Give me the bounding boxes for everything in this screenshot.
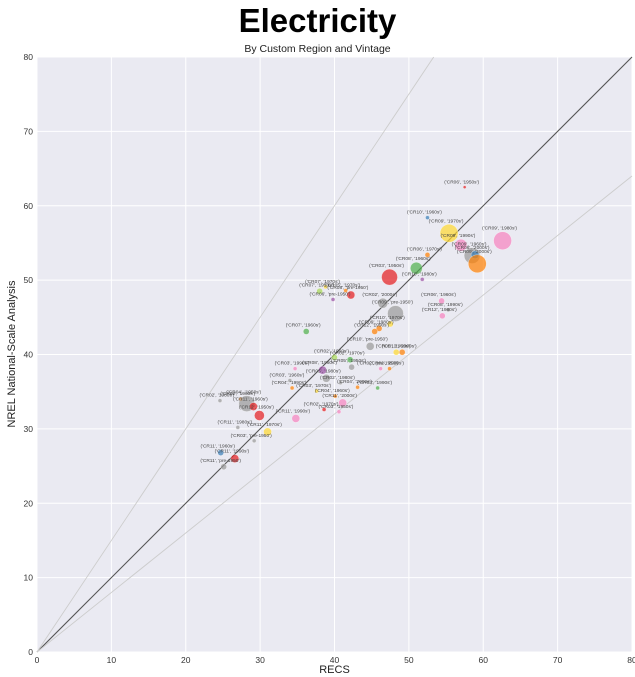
point-label: ('CR12', '1980s') [422,307,457,313]
point-label: ('CR10', 'pre-1950') [347,336,388,342]
point-label: ('CR10', '1980s') [402,271,437,277]
point-label: ('CR05', '1980s') [306,368,341,374]
data-point [252,439,256,443]
point-label: ('CR11', '2000s') [322,393,357,399]
data-point [254,410,264,420]
data-point [293,367,297,371]
y-tick-label: 60 [24,201,34,211]
point-label: ('CR09', 'pre-1950') [372,300,413,306]
y-tick-label: 50 [24,275,34,285]
y-tick-label: 0 [28,647,33,657]
data-point [337,410,341,414]
data-point [349,364,355,370]
data-point [221,464,227,470]
point-label: ('CR12', '1950s') [239,404,274,410]
point-label: ('CR10', '1960s') [407,210,442,216]
data-point [439,313,445,319]
y-axis-label: NREL National-Scale Analysis [6,244,18,464]
data-point [468,255,486,273]
point-label: ('CR02', '2000s') [369,361,404,367]
point-label: ('CR09', '1970s') [429,218,464,224]
point-label: ('CR06', '1960s') [421,292,456,298]
point-label: ('CR12', '2000s') [382,343,417,349]
point-label: ('CR02', '2000s') [362,292,397,298]
point-label: ('CR08', '1960s') [396,256,431,262]
point-label: ('CR03', 'pre-1950') [231,433,272,439]
point-label: ('CR11', 'pre-1950') [200,458,241,464]
point-label: ('CR03', '1950s') [319,404,354,410]
y-tick-label: 70 [24,126,34,136]
x-axis-label: RECS [37,664,632,676]
point-label: ('CR03', '1990s') [357,380,392,386]
data-point [331,297,335,301]
data-point [236,425,240,429]
point-label: ('CR03', '1970s') [296,383,331,389]
point-label: ('CR09', '1980s') [482,226,517,232]
point-label: ('CR11', '1990s') [276,408,311,414]
data-point [463,186,466,189]
point-label: ('CR11', '1990s') [215,449,250,455]
data-point [399,349,405,355]
point-label: ('CR09', '1990s') [441,233,476,239]
y-tick-label: 20 [24,498,34,508]
data-point [292,414,300,422]
data-point [366,342,374,350]
data-point [372,328,378,334]
point-label: ('CR03', '1950s') [369,263,404,269]
point-label: ('CR02', '1970s') [330,351,365,357]
point-label: ('CR09', '2000s') [457,249,492,255]
y-tick-label: 40 [24,350,34,360]
data-point [376,386,380,390]
point-label: ('CR08', 'pre-1950') [327,285,368,291]
data-point [218,399,222,403]
data-point [379,367,383,371]
data-point [420,277,424,281]
point-label: ('CR11', '1960s') [233,397,268,403]
data-point [388,367,392,371]
y-tick-label: 80 [24,52,34,62]
point-label: ('CR04', '1950s') [226,390,261,396]
data-point [494,232,512,250]
data-point [382,269,398,285]
data-point [393,349,399,355]
point-label: ('CR07', '1960s') [286,322,321,328]
data-point [290,386,294,390]
y-tick-label: 30 [24,424,34,434]
point-label: ('CR11', '1970s') [247,422,282,428]
point-label: ('CR03', '1960s') [269,373,304,379]
data-point [303,328,309,334]
point-label: ('CR06', '1950s') [444,180,479,186]
y-tick-label: 10 [24,573,34,583]
point-label: ('CR06', 'pre-1950') [310,291,351,297]
point-label: ('CR06', '1970s') [407,246,442,252]
point-label: ('CR12', '1990s') [354,322,389,328]
